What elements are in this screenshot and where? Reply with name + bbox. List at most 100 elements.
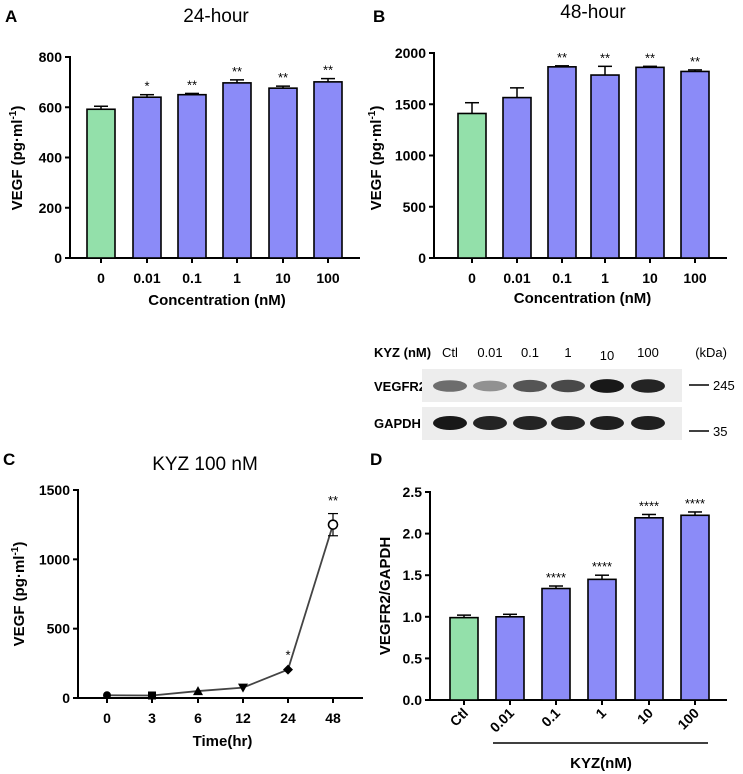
- y-tick-label-a: 0: [54, 250, 62, 266]
- x-tick-label-d: 0.01: [487, 705, 518, 736]
- marker-label: 245: [713, 378, 735, 393]
- significance-b: **: [690, 54, 700, 69]
- x-tick-label-b: 100: [683, 270, 707, 286]
- data-point-c-48: [327, 519, 339, 530]
- significance-b: **: [600, 50, 610, 65]
- significance-d: ****: [592, 559, 612, 574]
- blot-band-gapdh: [590, 416, 624, 430]
- y-axis-label-c: VEGF (pg·ml-1): [10, 542, 28, 647]
- x-axis-label-c: Time(hr): [193, 733, 253, 750]
- bar-d-0.01: [495, 615, 525, 701]
- bar-b-0: [457, 112, 487, 259]
- y-tick-label-a: 800: [39, 49, 63, 65]
- y-tick-label-b: 1000: [395, 148, 426, 164]
- significance-d: ****: [639, 498, 659, 513]
- panel-label-b: B: [373, 7, 385, 26]
- bar-a-0.1: [177, 93, 207, 259]
- bar-b-1: [590, 74, 620, 259]
- y-tick-label-d: 1.5: [403, 567, 423, 583]
- y-tick-label-d: 1.0: [403, 609, 423, 625]
- data-point-c-24: [283, 664, 293, 675]
- data-point-c-3: [148, 691, 156, 700]
- series-line-c: [106, 524, 334, 697]
- y-tick-label-c: 0: [62, 690, 70, 706]
- x-tick-label-c: 24: [280, 710, 296, 726]
- significance-b: **: [645, 50, 655, 65]
- blot-band-gapdh: [473, 416, 507, 430]
- x-tick-label-b: 0.01: [503, 270, 530, 286]
- x-tick-label-c: 3: [148, 710, 156, 726]
- x-tick-label-d: Ctl: [447, 705, 472, 730]
- x-tick-label-a: 10: [275, 270, 291, 286]
- blot-header-label: KYZ (nM): [374, 345, 431, 360]
- blot-band-vegfr2: [551, 379, 585, 393]
- blot-lane-label: 100: [637, 345, 659, 360]
- bar-d-10: [634, 516, 664, 701]
- bar-a-0.01: [132, 96, 162, 259]
- y-tick-label-d: 2.5: [403, 484, 423, 500]
- y-tick-label-b: 0: [418, 250, 426, 266]
- chart-title-a: 24-hour: [183, 6, 249, 27]
- marker-label: 35: [713, 424, 727, 439]
- data-point-c-0: [103, 691, 111, 700]
- x-axis-label-d: KYZ(nM): [570, 755, 632, 772]
- x-tick-label-a: 0.1: [182, 270, 202, 286]
- y-axis-label-b: VEGF (pg·ml-1): [367, 106, 385, 211]
- blot-band-vegfr2: [590, 379, 624, 393]
- blot-band-gapdh: [631, 416, 665, 430]
- blot-band-gapdh: [513, 416, 547, 430]
- significance-a: **: [187, 77, 197, 92]
- y-tick-label-d: 2.0: [403, 526, 423, 542]
- bar-d-Ctl: [449, 616, 479, 701]
- x-tick-label-a: 0.01: [133, 270, 160, 286]
- panel-label-a: A: [5, 7, 17, 26]
- y-tick-label-d: 0.0: [403, 692, 423, 708]
- y-tick-label-b: 500: [403, 199, 427, 215]
- blot-lane-label: Ctl: [442, 345, 458, 360]
- blot-band-gapdh: [551, 416, 585, 430]
- y-tick-label-b: 1500: [395, 96, 426, 112]
- x-tick-label-d: 1: [592, 705, 609, 722]
- x-tick-label-b: 10: [642, 270, 658, 286]
- bar-d-0.1: [541, 587, 571, 701]
- blot-unit-label: (kDa): [695, 345, 727, 360]
- blot-band-vegfr2: [433, 380, 467, 392]
- x-axis-label-b: Concentration (nM): [514, 290, 651, 307]
- blot-band-vegfr2: [513, 379, 547, 393]
- y-tick-label-a: 200: [39, 200, 63, 216]
- blot-band-gapdh: [433, 416, 467, 430]
- data-point-c-12: [238, 683, 248, 693]
- significance-a: **: [232, 64, 242, 79]
- significance-c: **: [328, 493, 338, 508]
- bar-b-10: [635, 66, 665, 259]
- significance-c: *: [285, 648, 290, 663]
- bar-a-1: [222, 82, 252, 259]
- blot-lane-label: 0.01: [477, 345, 502, 360]
- x-tick-label-c: 48: [325, 710, 341, 726]
- y-tick-label-a: 400: [39, 150, 63, 166]
- panel-label-d: D: [370, 450, 382, 469]
- y-tick-label-a: 600: [39, 99, 63, 115]
- blot-row-label: VEGFR2: [374, 379, 426, 394]
- blot-lane-label: 10: [600, 348, 614, 363]
- x-tick-label-b: 0: [468, 270, 476, 286]
- blot-lane-label: 0.1: [521, 345, 539, 360]
- bar-a-10: [268, 87, 298, 259]
- blot-lane-label: 1: [564, 345, 571, 360]
- y-tick-label-b: 2000: [395, 45, 426, 61]
- x-tick-label-a: 100: [316, 270, 340, 286]
- bar-d-100: [680, 514, 710, 701]
- y-tick-label-c: 500: [47, 621, 71, 637]
- data-point-c-6: [193, 686, 203, 696]
- x-tick-label-c: 6: [194, 710, 202, 726]
- bar-b-0.01: [502, 96, 532, 259]
- x-tick-label-c: 12: [235, 710, 251, 726]
- significance-d: ****: [546, 570, 566, 585]
- significance-d: ****: [685, 496, 705, 511]
- x-tick-label-a: 1: [233, 270, 241, 286]
- bar-a-100: [313, 81, 343, 259]
- panel-label-c: C: [3, 450, 15, 469]
- x-axis-label-a: Concentration (nM): [148, 292, 285, 309]
- y-axis-label-d: VEGFR2/GAPDH: [377, 537, 394, 655]
